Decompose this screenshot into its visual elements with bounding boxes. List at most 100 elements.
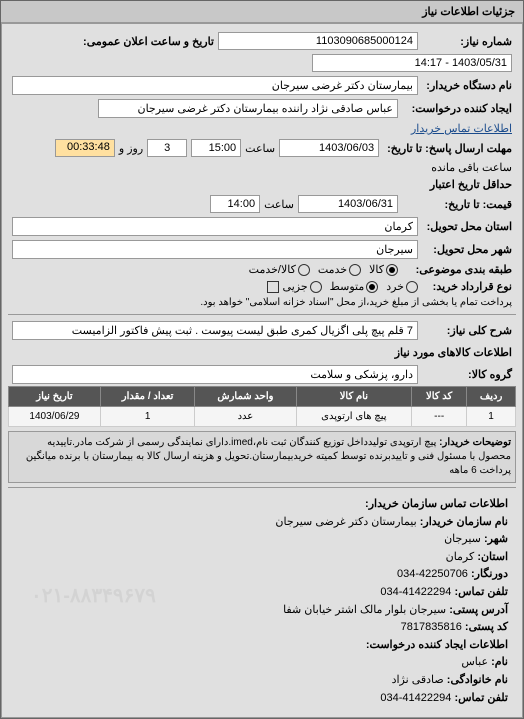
th-name: نام کالا	[296, 387, 412, 407]
announce-input[interactable]: 1403/05/31 - 14:17	[312, 54, 512, 72]
name-value: عباس	[461, 656, 488, 668]
city-label: شهر محل تحویل:	[422, 243, 512, 256]
family-label: نام خانوادگی:	[447, 674, 508, 686]
deadline-label: مهلت ارسال پاسخ: تا تاریخ:	[383, 142, 512, 155]
panel-header: جزئیات اطلاعات نیاز	[1, 1, 523, 23]
contact-city-value: سیرجان	[444, 533, 481, 545]
row-description: شرح کلی نیاز: 7 قلم پیچ پلی اگزیال کمری …	[8, 319, 516, 342]
contact-row: نام سازمان خریدار: بیمارستان دکتر غرضی س…	[16, 514, 508, 532]
row-creator: ایجاد کننده درخواست: عباس صادقی نژاد ران…	[8, 97, 516, 137]
buyer-note-label: توضیحات خریدار:	[439, 437, 511, 448]
deadline-time-input[interactable]: 15:00	[191, 139, 241, 157]
postal-value: 7817835816	[401, 621, 462, 633]
radio-icon	[406, 281, 418, 293]
row-request-number: شماره نیاز: 1103090685000124 تاریخ و ساع…	[8, 30, 516, 74]
contact-row: کد پستی: 7817835816	[16, 619, 508, 637]
creator-section-title: اطلاعات ایجاد کننده درخواست:	[16, 637, 508, 655]
radio-icon	[298, 264, 310, 276]
contract-radio-group: خرد متوسط جزیی	[283, 280, 418, 293]
buyer-contact-link[interactable]: اطلاعات تماس خریدار	[411, 122, 512, 135]
contact-row: تلفن تماس: 41422294-034	[16, 690, 508, 708]
creator-input[interactable]: عباس صادقی نژاد راننده بیمارستان دکتر غر…	[98, 99, 398, 118]
contact-city-label: شهر:	[484, 533, 508, 545]
cell-name: پیچ های ارتوپدی	[296, 407, 412, 427]
phone-value: 41422294-034	[380, 586, 451, 598]
th-radif: ردیف	[467, 387, 516, 407]
cell-radif: 1	[467, 407, 516, 427]
radio-icon	[386, 264, 398, 276]
contact-row: شهر: سیرجان	[16, 531, 508, 549]
description-input[interactable]: 7 قلم پیچ پلی اگزیال کمری طبق لیست پیوست…	[12, 321, 418, 340]
province-input[interactable]: کرمان	[12, 217, 418, 236]
org-value: بیمارستان دکتر غرضی سیرجان	[275, 516, 416, 528]
contact-row: استان: کرمان	[16, 549, 508, 567]
main-panel: جزئیات اطلاعات نیاز شماره نیاز: 11030906…	[0, 0, 524, 719]
radio-khord[interactable]: خرد	[386, 280, 418, 293]
goods-table: ردیف کد کالا نام کالا واحد شمارش تعداد /…	[8, 386, 516, 427]
contact-province-label: استان:	[477, 551, 508, 563]
quote-time-input[interactable]: 14:00	[210, 195, 260, 213]
family-value: صادقی نژاد	[392, 674, 444, 686]
category-label: طبقه بندی موضوعی:	[402, 263, 512, 276]
divider	[8, 487, 516, 488]
postal-label: کد پستی:	[465, 621, 508, 633]
phone-label: تلفن تماس:	[454, 586, 508, 598]
radio-icon	[349, 264, 361, 276]
radio-kala[interactable]: کالا	[369, 263, 398, 276]
row-group: گروه کالا: دارو، پزشکی و سلامت	[8, 363, 516, 386]
announce-label: تاریخ و ساعت اعلان عمومی:	[74, 35, 214, 48]
buyer-note-box: توضیحات خریدار: پیچ ارتوپدی تولیدداخل تو…	[8, 431, 516, 483]
buyer-org-input[interactable]: بیمارستان دکتر غرضی سیرجان	[12, 76, 418, 95]
radio-jozi[interactable]: جزیی	[283, 280, 322, 293]
radio-khadamat[interactable]: خدمت	[318, 263, 361, 276]
cell-code: ---	[412, 407, 467, 427]
goods-section-title: اطلاعات کالاهای مورد نیاز	[8, 342, 516, 363]
remaining-label: ساعت باقی مانده	[431, 161, 512, 174]
request-number-input[interactable]: 1103090685000124	[218, 32, 418, 50]
contact-row: نام: عباس	[16, 654, 508, 672]
contact-row: نام خانوادگی: صادقی نژاد	[16, 672, 508, 690]
th-code: کد کالا	[412, 387, 467, 407]
form-panel: شماره نیاز: 1103090685000124 تاریخ و ساع…	[1, 23, 523, 718]
contact-row: دورنگار: 42250706-034	[16, 566, 508, 584]
city-input[interactable]: سیرجان	[12, 240, 418, 259]
cell-count: 1	[100, 407, 194, 427]
payment-checkbox[interactable]	[267, 281, 279, 293]
category-radio-group: کالا خدمت کالا/خدمت	[249, 263, 398, 276]
address-label: آدرس پستی:	[449, 604, 508, 616]
divider	[8, 314, 516, 315]
radio-icon	[310, 281, 322, 293]
table-row[interactable]: 1 --- پیچ های ارتوپدی عدد 1 1403/06/29	[9, 407, 516, 427]
row-contract: نوع قرارداد خرید: خرد متوسط جزیی پرداخت …	[8, 278, 516, 310]
radio-kala-khadamat[interactable]: کالا/خدمت	[249, 263, 310, 276]
buyer-org-label: نام دستگاه خریدار:	[422, 79, 512, 92]
address-value: سیرجان بلوار مالک اشتر خیابان شفا	[283, 604, 446, 616]
th-date: تاریخ نیاز	[9, 387, 101, 407]
name-label: نام:	[491, 656, 508, 668]
radio-motavaset[interactable]: متوسط	[330, 280, 379, 293]
fax-label: دورنگار:	[471, 568, 508, 580]
creator-label: ایجاد کننده درخواست:	[402, 102, 512, 115]
deadline-time-label: ساعت	[245, 142, 275, 155]
row-city: شهر محل تحویل: سیرجان	[8, 238, 516, 261]
row-category: طبقه بندی موضوعی: کالا خدمت کالا/خدمت	[8, 261, 516, 278]
remaining-time: 00:33:48	[55, 139, 115, 157]
row-credit: حداقل تاریخ اعتبار	[8, 176, 516, 193]
description-label: شرح کلی نیاز:	[422, 324, 512, 337]
contact-province-value: کرمان	[446, 551, 475, 563]
th-unit: واحد شمارش	[195, 387, 296, 407]
quote-date-input[interactable]: 1403/06/31	[298, 195, 398, 213]
group-input[interactable]: دارو، پزشکی و سلامت	[12, 365, 418, 384]
row-deadline: مهلت ارسال پاسخ: تا تاریخ: 1403/06/03 سا…	[8, 137, 516, 176]
quote-label: قیمت: تا تاریخ:	[402, 198, 512, 211]
org-label: نام سازمان خریدار:	[420, 516, 508, 528]
watermark: ۰۲۱-۸۸۳۴۹۶۷۹	[31, 583, 156, 608]
cell-unit: عدد	[195, 407, 296, 427]
fax-value: 42250706-034	[397, 568, 468, 580]
days-input[interactable]: 3	[147, 139, 187, 157]
credit-label: حداقل تاریخ اعتبار	[402, 178, 512, 191]
deadline-date-input[interactable]: 1403/06/03	[279, 139, 379, 157]
days-label: روز و	[119, 142, 143, 155]
quote-time-label: ساعت	[264, 198, 294, 211]
contract-label: نوع قرارداد خرید:	[422, 280, 512, 293]
